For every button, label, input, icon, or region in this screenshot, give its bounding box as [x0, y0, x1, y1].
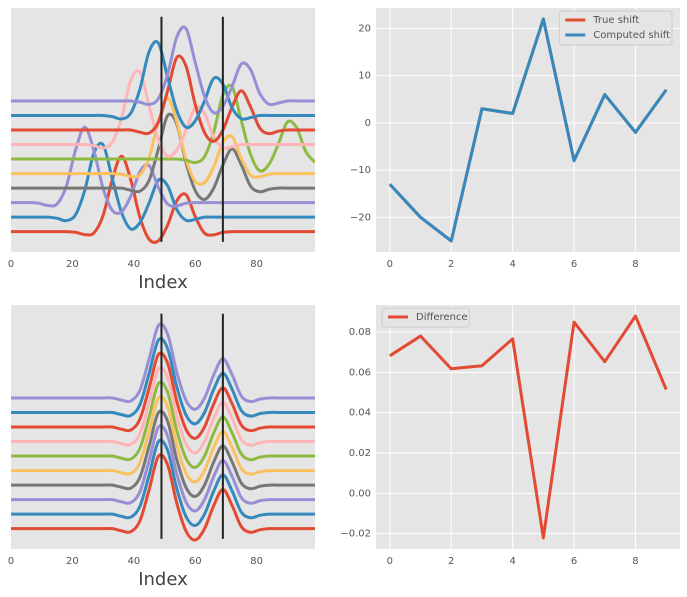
x-tick-label: 80 [250, 259, 263, 270]
x-tick-label: 2 [448, 556, 454, 567]
y-tick-label: 0.06 [349, 367, 371, 378]
panel: 0 2 4 6 8 −0.02 0.00 0.02 0.04 0.06 0.08 Difference [340, 305, 680, 567]
x-tick-label: 8 [632, 556, 638, 567]
x-tick-label: 60 [189, 556, 202, 567]
series-group [11, 25, 315, 244]
x-tick-label: 40 [127, 259, 140, 270]
y-tick-label: −20 [350, 212, 371, 223]
series-line [11, 337, 315, 426]
y-tick-label: 0.04 [349, 408, 371, 419]
legend-box [558, 10, 673, 46]
series-line [11, 395, 315, 484]
legend-label: True shift [592, 15, 639, 26]
x-tick-label: 0 [8, 556, 14, 567]
x-tick-label: 0 [387, 556, 393, 567]
series-line [11, 438, 315, 527]
x-tick-label: 0 [8, 259, 14, 270]
y-tick-label: 10 [358, 71, 371, 82]
series-line [11, 141, 315, 231]
series-line [388, 17, 668, 243]
x-tick-label: 6 [571, 556, 577, 567]
series-group [11, 322, 315, 542]
series-line [389, 314, 668, 540]
x-tick-label: 4 [509, 259, 515, 270]
x-tick-label: 80 [250, 556, 263, 567]
x-tick-label: 60 [189, 259, 202, 270]
x-tick-label: 2 [448, 259, 454, 270]
series-line [11, 322, 315, 411]
x-tick-label: 6 [571, 259, 577, 270]
plot-area [376, 8, 680, 252]
legend-label: Computed shift [593, 30, 670, 41]
x-tick-label: 20 [66, 556, 79, 567]
series-line [11, 366, 315, 455]
series-line [11, 25, 315, 115]
plot-area [376, 305, 680, 549]
x-tick-label: 20 [66, 259, 79, 270]
series-line [11, 69, 315, 159]
y-tick-label: 0.00 [349, 488, 371, 499]
y-tick-label: 0.08 [349, 327, 371, 338]
legend-label: Difference [416, 312, 468, 323]
legend-box [381, 307, 471, 328]
legend: Difference [381, 307, 471, 328]
series-line [11, 424, 315, 513]
x-tick-label: 8 [632, 259, 638, 270]
series-line [11, 54, 315, 143]
series-line [11, 83, 315, 173]
legend: True shift Computed shift [558, 10, 673, 46]
x-axis-label: Index [138, 272, 188, 293]
series-line [11, 40, 315, 130]
series-line [11, 380, 315, 469]
series-group [389, 314, 668, 540]
x-tick-label: 40 [127, 556, 140, 567]
y-tick-label: −10 [350, 165, 371, 176]
series-line [11, 409, 315, 498]
x-tick-label: 4 [509, 556, 515, 567]
series-group [388, 17, 668, 243]
panel: 0 20 40 60 80 Index [8, 8, 315, 293]
series-line [11, 351, 315, 440]
series-line [11, 125, 315, 215]
series-line [11, 112, 315, 201]
x-tick-label: 0 [387, 259, 393, 270]
panel: 0 20 40 60 80 Index [8, 305, 315, 590]
series-line [11, 453, 315, 542]
y-tick-label: 0.02 [349, 448, 371, 459]
y-tick-label: 0 [365, 118, 371, 129]
series-line [11, 154, 315, 244]
panel: 0 2 4 6 8 −20 −10 0 10 20 True shift Computed shift [350, 8, 680, 270]
y-tick-label: −0.02 [340, 529, 371, 540]
y-tick-label: 20 [358, 24, 371, 35]
x-axis-label: Index [138, 569, 188, 590]
